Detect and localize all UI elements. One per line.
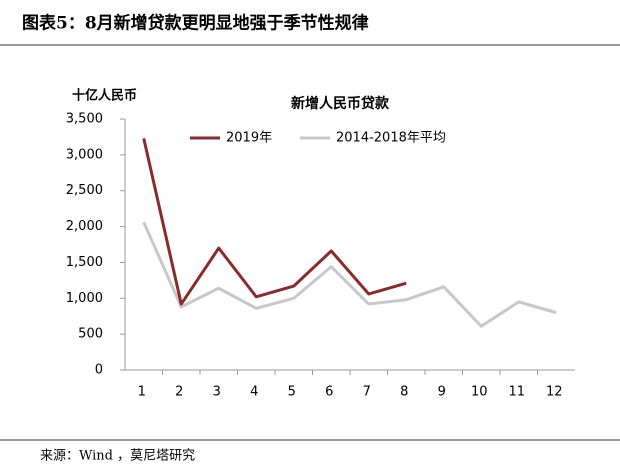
x-tick-label: 10 <box>471 385 488 400</box>
legend-label: 2014-2018年平均 <box>336 131 446 146</box>
x-tick-label: 1 <box>138 385 146 400</box>
source: 来源：Wind ，莫尼塔研究 <box>40 449 195 464</box>
y-tick-label: 1,500 <box>66 255 103 270</box>
y-tick-label: 2,500 <box>66 183 103 198</box>
y-tick-label: 3,500 <box>66 112 103 127</box>
y-axis-label: 十亿人民币 <box>72 88 137 104</box>
y-tick-label: 0 <box>95 363 103 378</box>
x-tick-label: 9 <box>438 385 446 400</box>
x-tick-label: 4 <box>250 385 258 400</box>
y-tick-label: 1,000 <box>66 291 103 306</box>
x-tick-label: 5 <box>288 385 296 400</box>
x-tick-label: 8 <box>400 385 408 400</box>
y-tick-label: 3,000 <box>66 147 103 162</box>
series-line <box>142 138 407 306</box>
x-tick-label: 12 <box>546 385 563 400</box>
x-tick-label: 2 <box>175 385 183 400</box>
legend-label: 2019年 <box>226 131 272 146</box>
x-tick-label: 7 <box>363 385 371 400</box>
x-tick-label: 3 <box>213 385 221 400</box>
x-tick-label: 6 <box>325 385 333 400</box>
plot-title: 新增人民币贷款 <box>291 95 390 112</box>
y-tick-label: 500 <box>78 327 103 342</box>
chart-title: 图表5：8月新增贷款更明显地强于季节性规律 <box>22 13 369 34</box>
series-line <box>142 221 557 328</box>
x-tick-label: 11 <box>508 385 525 400</box>
y-tick-label: 2,000 <box>66 219 103 234</box>
